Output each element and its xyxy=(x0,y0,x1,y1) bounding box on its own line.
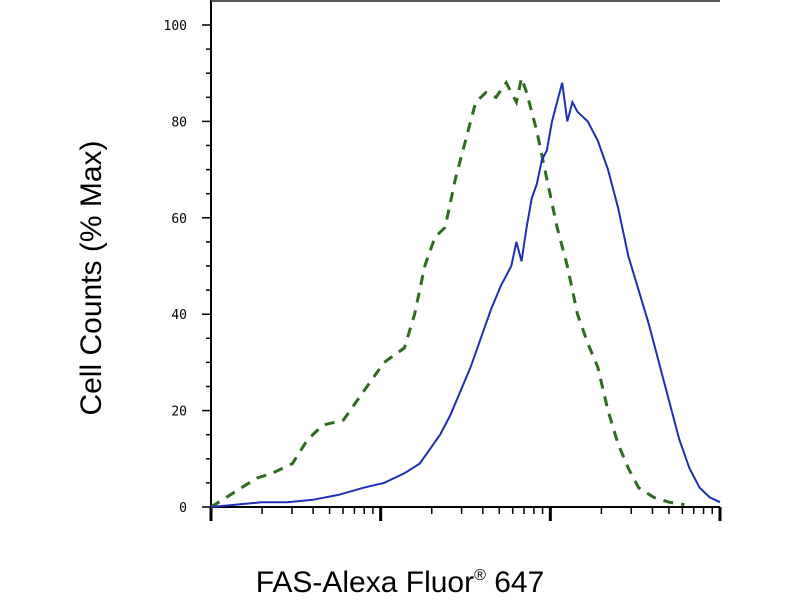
series-solid-line xyxy=(210,82,721,508)
y-tick-label: 60 xyxy=(171,212,187,227)
registered-mark: ® xyxy=(474,567,486,584)
y-tick-label: 40 xyxy=(171,308,187,323)
y-tick-label: 20 xyxy=(171,405,187,420)
x-axis-label: FAS-Alexa Fluor® 647 xyxy=(0,566,800,600)
x-axis-ticks xyxy=(209,507,722,521)
y-tick-label: 0 xyxy=(179,501,187,516)
x-axis-label-main: FAS-Alexa Fluor xyxy=(255,566,475,599)
y-axis-ticks: 0 20 40 60 80 100 xyxy=(164,19,211,516)
series-lines xyxy=(210,72,721,509)
y-axis-label: Cell Counts (% Max) xyxy=(75,140,108,416)
series-dashed-line xyxy=(210,72,685,509)
y-tick-label: 100 xyxy=(164,19,187,34)
x-axis-label-tail: 647 xyxy=(485,566,545,599)
axes xyxy=(210,0,720,508)
y-tick-label: 80 xyxy=(171,115,187,130)
